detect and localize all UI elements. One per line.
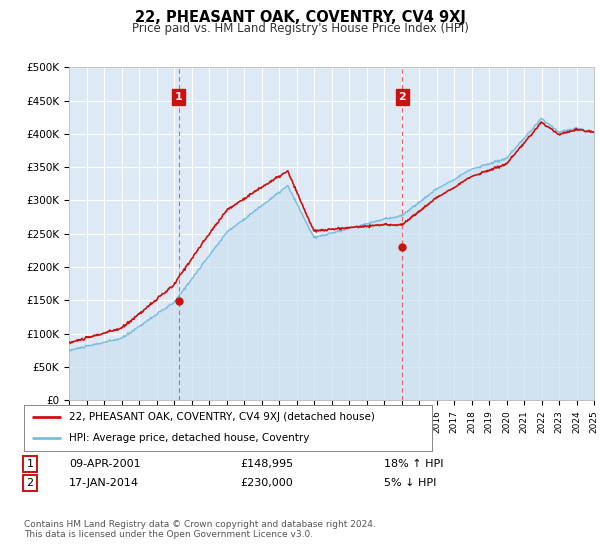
Text: Contains HM Land Registry data © Crown copyright and database right 2024.
This d: Contains HM Land Registry data © Crown c… — [24, 520, 376, 539]
Text: 1: 1 — [175, 92, 182, 102]
Text: HPI: Average price, detached house, Coventry: HPI: Average price, detached house, Cove… — [69, 433, 309, 444]
Text: 17-JAN-2014: 17-JAN-2014 — [69, 478, 139, 488]
Text: 2: 2 — [398, 92, 406, 102]
Text: £230,000: £230,000 — [240, 478, 293, 488]
Text: 09-APR-2001: 09-APR-2001 — [69, 459, 140, 469]
Text: 22, PHEASANT OAK, COVENTRY, CV4 9XJ (detached house): 22, PHEASANT OAK, COVENTRY, CV4 9XJ (det… — [69, 412, 375, 422]
Text: Price paid vs. HM Land Registry's House Price Index (HPI): Price paid vs. HM Land Registry's House … — [131, 22, 469, 35]
Text: 22, PHEASANT OAK, COVENTRY, CV4 9XJ: 22, PHEASANT OAK, COVENTRY, CV4 9XJ — [134, 10, 466, 25]
Text: 18% ↑ HPI: 18% ↑ HPI — [384, 459, 443, 469]
Text: 1: 1 — [26, 459, 34, 469]
Text: 5% ↓ HPI: 5% ↓ HPI — [384, 478, 436, 488]
Text: £148,995: £148,995 — [240, 459, 293, 469]
Text: 2: 2 — [26, 478, 34, 488]
